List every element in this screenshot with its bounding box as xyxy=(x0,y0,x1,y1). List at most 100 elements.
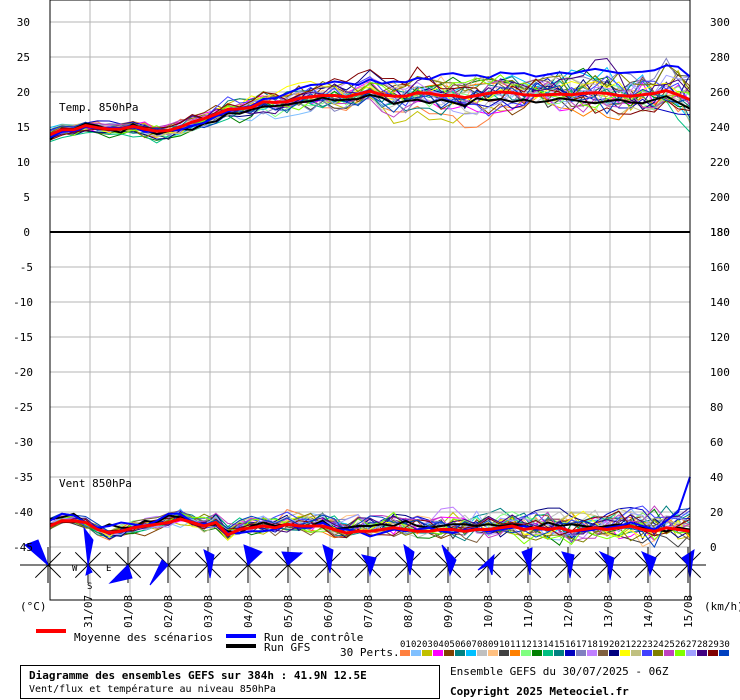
left-unit-label: (°C) xyxy=(20,600,47,613)
wind-right-tick: 20 xyxy=(710,506,723,519)
pert-number: 02 xyxy=(411,640,422,650)
pert-swatch xyxy=(400,650,410,656)
pert-swatch xyxy=(499,650,509,656)
rose-spoke xyxy=(474,564,489,579)
wind-rose-petal xyxy=(203,549,215,579)
rose-spoke xyxy=(394,564,409,579)
pert-swatch xyxy=(653,650,663,656)
wind-right-tick: 40 xyxy=(710,471,723,484)
pert-number: 03 xyxy=(422,640,433,650)
rose-spoke xyxy=(314,551,329,566)
pert-number: 25 xyxy=(664,640,675,650)
pert-swatch xyxy=(455,650,465,656)
pert-number: 16 xyxy=(565,640,576,650)
rose-spoke xyxy=(274,564,289,579)
pert-swatch xyxy=(598,650,608,656)
pert-number: 15 xyxy=(554,640,565,650)
pert-swatch xyxy=(466,650,476,656)
temp-left-tick: 15 xyxy=(17,121,30,134)
wind-rose-petal xyxy=(24,539,49,566)
date-tick-label: 13/08 xyxy=(602,595,615,628)
rose-spoke xyxy=(514,551,529,566)
wind-right-tick: 180 xyxy=(710,226,730,239)
pert-number: 12 xyxy=(521,640,532,650)
gfs-wind-line xyxy=(49,512,691,535)
wind-left-tick: -30 xyxy=(13,436,33,449)
pert-swatch xyxy=(697,650,707,656)
perturbation-temp-line xyxy=(49,74,691,138)
wind-right-tick: 100 xyxy=(710,366,730,379)
pert-swatch xyxy=(642,650,652,656)
pert-number: 05 xyxy=(444,640,455,650)
pert-number: 21 xyxy=(620,640,631,650)
pert-number: 10 xyxy=(499,640,510,650)
pert-number: 27 xyxy=(686,640,697,650)
pert-swatch xyxy=(488,650,498,656)
wind-left-tick: -25 xyxy=(13,401,33,414)
rose-spoke xyxy=(167,564,182,579)
rose-spoke xyxy=(194,551,209,566)
mean-wind-line xyxy=(49,517,691,537)
control-wind-line xyxy=(49,476,691,538)
legend-perts-label: 30 Perts. xyxy=(340,646,400,659)
pert-swatch xyxy=(686,650,696,656)
rose-spoke xyxy=(114,551,129,566)
wind-rose-petal xyxy=(598,550,615,581)
legend-control-label: Run de contrôle xyxy=(264,631,363,644)
wind-rose-petal xyxy=(441,544,457,577)
perturbation-temp-line xyxy=(49,74,691,137)
rose-spoke xyxy=(554,551,569,566)
temp-panel-label: Temp. 850hPa xyxy=(59,101,138,114)
temp-left-tick: 20 xyxy=(17,86,30,99)
date-tick-label: 03/08 xyxy=(202,595,215,628)
date-tick-label: 12/08 xyxy=(562,595,575,628)
temp-right-tick: 260 xyxy=(710,86,730,99)
pert-number: 17 xyxy=(576,640,587,650)
rose-spoke xyxy=(594,551,609,566)
rose-spoke xyxy=(74,551,89,566)
pert-swatch xyxy=(422,650,432,656)
pert-number: 26 xyxy=(675,640,686,650)
date-tick-label: 14/08 xyxy=(642,595,655,628)
copyright: Copyright 2025 Meteociel.fr xyxy=(450,685,629,698)
pert-swatch xyxy=(576,650,586,656)
wind-rose-petal xyxy=(360,554,377,577)
date-tick-label: 15/08 xyxy=(682,595,695,628)
rose-spoke xyxy=(247,564,262,579)
temp-right-tick: 240 xyxy=(710,121,730,134)
gfs-temp-line xyxy=(49,93,691,141)
rose-spoke xyxy=(127,564,142,579)
date-tick-label: 04/08 xyxy=(242,595,255,628)
wind-right-tick: 80 xyxy=(710,401,723,414)
temp-left-tick: 0 xyxy=(23,226,30,239)
wind-roses xyxy=(20,526,706,586)
pert-number: 11 xyxy=(510,640,521,650)
date-tick-label: 31/07 xyxy=(82,595,95,628)
date-tick-label: 07/08 xyxy=(362,595,375,628)
rose-spoke xyxy=(674,564,689,579)
wind-rose-petal xyxy=(477,553,495,576)
wind-right-tick: 160 xyxy=(710,261,730,274)
rose-spoke xyxy=(634,551,649,566)
pert-swatch xyxy=(664,650,674,656)
pert-number: 18 xyxy=(587,640,598,650)
pert-number: 30 xyxy=(719,640,730,650)
rose-spoke xyxy=(594,564,609,579)
temp-right-tick: 180 xyxy=(710,226,730,239)
pert-swatch xyxy=(565,650,575,656)
pert-swatch xyxy=(477,650,487,656)
pert-number: 28 xyxy=(697,640,708,650)
mean-temp-line xyxy=(49,89,691,137)
rose-spoke xyxy=(234,551,249,566)
legend-gfs-label: Run GFS xyxy=(264,641,310,654)
wind-right-tick: 0 xyxy=(710,541,717,554)
date-tick-label: 11/08 xyxy=(522,595,535,628)
compass-south: S xyxy=(87,582,92,592)
pert-swatch xyxy=(543,650,553,656)
pert-swatch xyxy=(620,650,630,656)
main-series xyxy=(49,64,691,538)
rose-spoke xyxy=(287,564,302,579)
rose-spoke xyxy=(274,551,289,566)
pert-swatch xyxy=(631,650,641,656)
